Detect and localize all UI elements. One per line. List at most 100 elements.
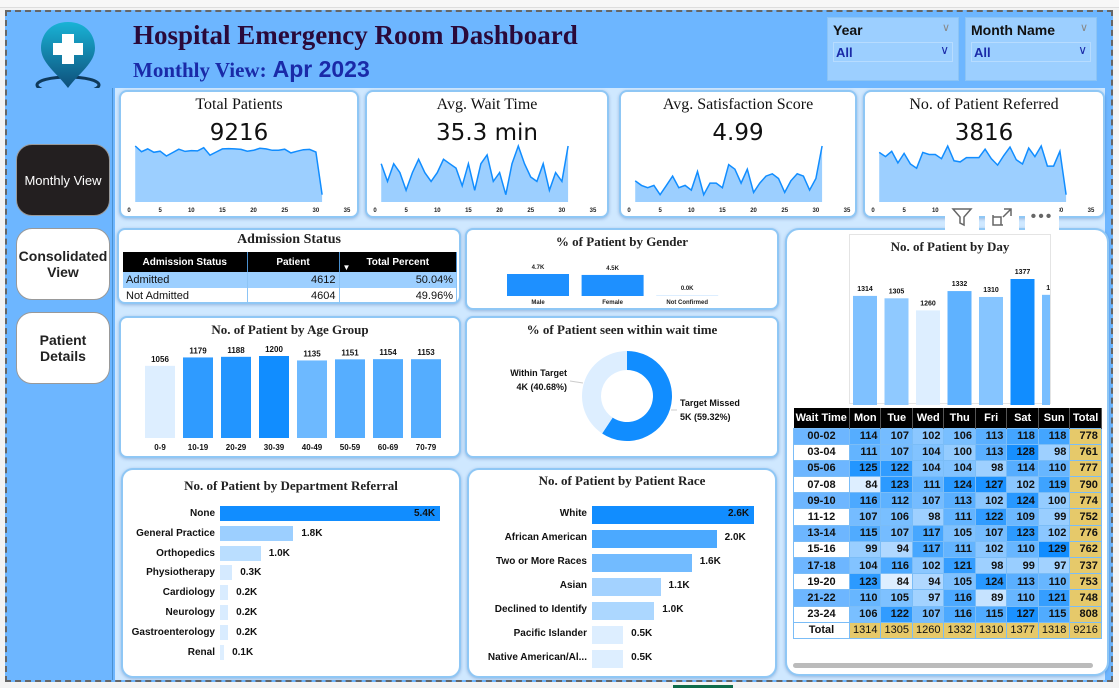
table-row[interactable]: 23-24 106 122 107 116 115 127 115 808 xyxy=(793,605,1102,623)
bar[interactable] xyxy=(592,554,692,572)
focus-mode-icon[interactable] xyxy=(985,204,1019,230)
heatmap-cell: 111 xyxy=(943,540,976,559)
column-header[interactable]: Sat xyxy=(1006,408,1039,428)
heatmap-cell: 98 xyxy=(974,459,1008,478)
bar[interactable] xyxy=(592,650,624,668)
total-row[interactable]: Total 1314 1305 1260 1332 1310 1377 1318 9216 xyxy=(793,621,1102,639)
data-label: 1188 xyxy=(227,346,245,355)
x-tick-label: 5 xyxy=(158,208,162,214)
chevron-down-icon[interactable]: ∨ xyxy=(1078,43,1087,57)
heatmap-cell: 127 xyxy=(974,476,1008,494)
cell: 50.04% xyxy=(339,272,457,288)
race-chart-card[interactable]: No. of Patient by Patient Race White 2.6K… xyxy=(467,468,777,678)
column-header[interactable]: Sun xyxy=(1038,408,1071,428)
bar[interactable] xyxy=(592,602,655,620)
bar[interactable] xyxy=(220,585,229,601)
nav-consolidated-view-button[interactable]: Consolidated View xyxy=(16,228,110,300)
horizontal-scrollbar[interactable] xyxy=(793,663,1093,668)
month-dropdown[interactable]: All ∨ xyxy=(971,42,1091,62)
nav-monthly-view-button[interactable]: Monthly View xyxy=(16,144,110,216)
table-row[interactable]: Not Admitted 4604 49.96% xyxy=(123,288,457,302)
column-header[interactable]: Wait Time xyxy=(793,408,850,428)
bar[interactable] xyxy=(592,626,624,644)
column-header[interactable]: Admission Status xyxy=(123,252,248,272)
gender-chart-card[interactable]: % of Patient by Gender 4.7K Male 4.5K Femal… xyxy=(465,228,779,310)
column-header[interactable]: Mon xyxy=(849,408,882,428)
kpi-card-avg-satisfaction[interactable]: Avg. Satisfaction Score 4.99 0 5 10 15 20 25 3… xyxy=(619,90,857,218)
table-row[interactable]: 19-20 123 84 94 105 124 113 110 753 xyxy=(793,573,1102,591)
column-header[interactable]: Total xyxy=(1069,408,1102,428)
heatmap-cell: 122 xyxy=(974,508,1008,526)
table-row[interactable]: 13-14 115 107 117 105 107 123 102 776 xyxy=(793,524,1102,542)
month-slicer[interactable]: Month Name ∨ All ∨ xyxy=(965,17,1097,81)
heatmap-cell: 113 xyxy=(943,492,976,510)
column-header-sorted[interactable]: ▼ Total Percent xyxy=(339,252,457,272)
year-slicer[interactable]: Year ∨ All ∨ xyxy=(827,17,959,81)
bar[interactable] xyxy=(220,565,233,581)
table-row[interactable]: 21-22 110 105 97 116 89 110 121 748 xyxy=(793,589,1102,607)
heatmap-cell: 106 xyxy=(880,508,913,526)
table-row[interactable]: 09-10 116 112 107 113 102 124 100 774 xyxy=(793,492,1102,510)
bar xyxy=(884,298,909,405)
column-header[interactable]: Patient xyxy=(247,252,340,272)
bar[interactable] xyxy=(220,644,225,660)
heatmap-cell: 115 xyxy=(848,524,882,542)
heatmap-cell: 115 xyxy=(1037,605,1071,623)
kpi-value: 4.99 xyxy=(712,120,764,146)
heatmap-cell: 102 xyxy=(1037,524,1071,542)
bar[interactable] xyxy=(592,578,661,596)
chevron-down-icon[interactable]: ∨ xyxy=(941,22,950,34)
column-header[interactable]: Tue xyxy=(880,408,913,428)
wait-target-chart-card[interactable]: % of Patient seen within wait time Withi… xyxy=(465,316,779,458)
filter-icon[interactable] xyxy=(945,204,979,230)
bar[interactable] xyxy=(592,530,717,548)
category-label: 60-69 xyxy=(378,443,399,452)
table-row[interactable]: 05-06 125 122 104 104 98 114 110 777 xyxy=(793,459,1102,478)
table-row[interactable]: Admitted 4612 50.04% xyxy=(123,272,457,288)
heatmap-cell: 94 xyxy=(880,540,913,559)
bar xyxy=(581,274,644,296)
table-row[interactable]: 00-02 114 107 102 106 113 118 118 778 xyxy=(793,427,1102,445)
year-dropdown[interactable]: All ∨ xyxy=(833,42,953,62)
admission-status-table[interactable]: Admission Status Admission Status Patien… xyxy=(117,228,461,304)
table-row[interactable]: 17-18 104 116 102 121 98 99 97 737 xyxy=(793,556,1102,575)
bar xyxy=(979,296,1003,405)
chevron-down-icon[interactable]: ∨ xyxy=(940,43,949,57)
column-header[interactable]: Thu xyxy=(943,408,976,428)
heatmap-cell: 128 xyxy=(1006,443,1039,461)
heatmap-cell: 107 xyxy=(911,492,945,510)
category-label: 20-29 xyxy=(226,443,247,452)
sort-descending-icon[interactable]: ▼ xyxy=(342,263,351,272)
day-chart-card[interactable]: No. of Patient by Day 1314 1305 1260 1332 13… xyxy=(785,228,1109,676)
nav-patient-details-button[interactable]: Patient Details xyxy=(16,312,110,384)
bar[interactable] xyxy=(592,506,754,524)
kpi-card-avg-wait-time[interactable]: Avg. Wait Time 35.3 min 0 5 10 15 20 25 30 35 xyxy=(365,90,609,218)
kpi-card-total-patients[interactable]: Total Patients 9216 0 5 10 15 20 25 30 35 xyxy=(119,90,359,218)
data-label: 1.1K xyxy=(668,580,690,591)
kpi-card-patients-referred[interactable]: No. of Patient Referred 3816 05101520253… xyxy=(863,90,1105,218)
heatmap-header-row: Wait Time Mon Tue Wed Thu Fri Sat Sun Total xyxy=(793,408,1102,428)
department-referral-chart-card[interactable]: No. of Patient by Department Referral No… xyxy=(121,468,461,678)
table-row[interactable]: 07-08 84 123 111 124 127 102 119 790 xyxy=(793,476,1102,494)
column-header[interactable]: Fri xyxy=(975,408,1008,428)
category-label: Neurology xyxy=(165,607,215,618)
active-sheet-tab[interactable] xyxy=(673,685,733,688)
chevron-down-icon[interactable]: ∨ xyxy=(1079,22,1088,34)
bar[interactable] xyxy=(220,506,440,521)
bar[interactable] xyxy=(220,525,294,541)
bar[interactable] xyxy=(220,605,229,620)
data-label: 1.0K xyxy=(662,604,684,615)
more-options-icon[interactable]: ••• xyxy=(1025,204,1059,230)
age-group-chart-card[interactable]: No. of Patient by Age Group 1056 0-9 1179 1… xyxy=(119,316,461,458)
heatmap-cell: 104 xyxy=(848,556,882,575)
table-row[interactable]: 03-04 111 107 104 100 113 128 98 761 xyxy=(793,443,1102,461)
bar[interactable] xyxy=(220,545,261,561)
x-tick-label: 35 xyxy=(844,208,851,214)
bar[interactable] xyxy=(220,624,229,640)
row-label: 21-22 xyxy=(793,589,850,607)
year-slicer-label: Year xyxy=(833,22,863,38)
column-header[interactable]: Wed xyxy=(912,408,945,428)
table-row[interactable]: 11-12 107 106 98 111 122 109 99 752 xyxy=(793,508,1102,526)
data-label: 0.2K xyxy=(236,587,258,599)
table-row[interactable]: 15-16 99 94 117 111 102 110 129 762 xyxy=(793,540,1102,559)
